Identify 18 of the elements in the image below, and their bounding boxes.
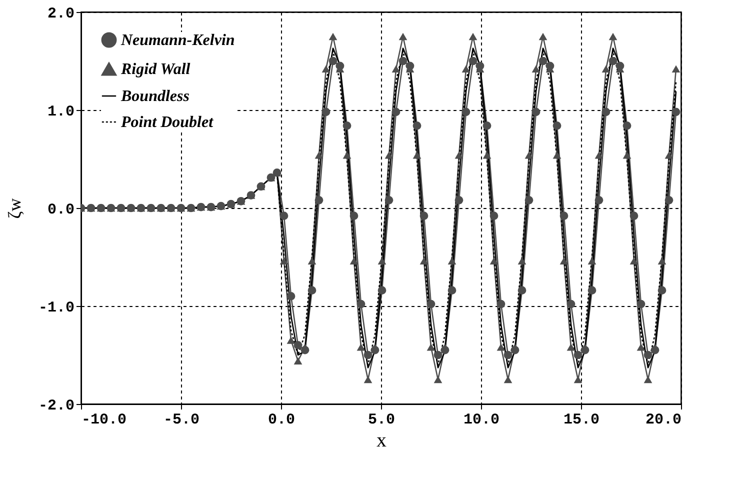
x-tick-label: 15.0 bbox=[563, 412, 600, 428]
y-tick-label: 1.0 bbox=[47, 104, 74, 120]
y-tick-label: 0.0 bbox=[47, 202, 74, 218]
legend-label: Neumann-Kelvin bbox=[120, 32, 235, 49]
y-axis-title: ζw bbox=[4, 198, 24, 219]
legend-label: Point Doublet bbox=[120, 114, 214, 131]
x-tick-label: 20.0 bbox=[645, 412, 682, 428]
x-tick-label: 0.0 bbox=[268, 412, 296, 428]
y-tick-label: 2.0 bbox=[47, 6, 74, 22]
x-tick-label: -5.0 bbox=[163, 412, 200, 428]
x-tick-label: 5.0 bbox=[368, 412, 396, 428]
y-tick-label: -2.0 bbox=[38, 398, 74, 414]
y-tick-label: -1.0 bbox=[38, 300, 74, 316]
legend-label: Rigid Wall bbox=[120, 61, 191, 78]
x-axis-title: x bbox=[376, 430, 386, 452]
x-tick-label: 10.0 bbox=[463, 412, 500, 428]
x-tick-label: -10.0 bbox=[82, 412, 127, 428]
legend-label: Boundless bbox=[120, 88, 190, 105]
